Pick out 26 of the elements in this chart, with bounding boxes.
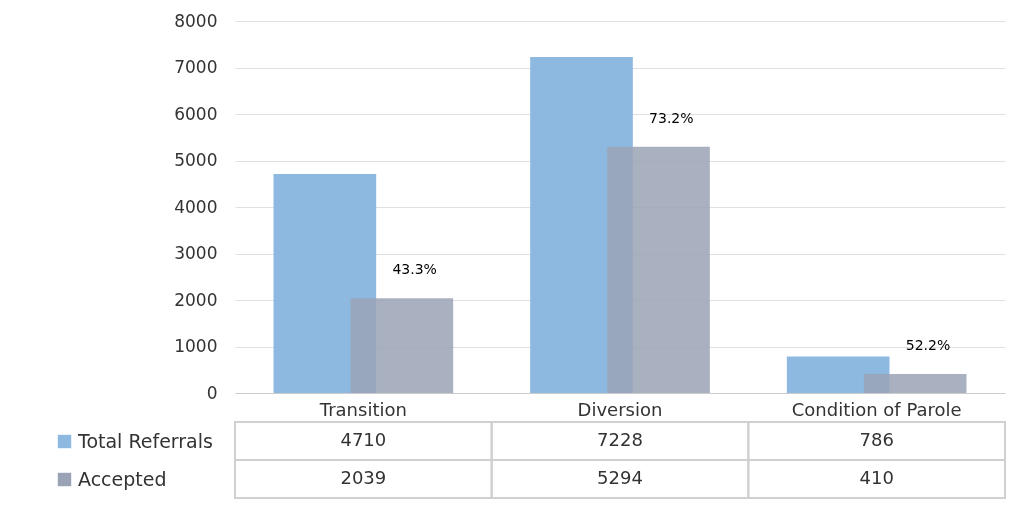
y-tick-label: 7000 — [174, 57, 218, 77]
bar — [350, 298, 454, 393]
annotation: 73.2% — [649, 109, 694, 126]
annotation: 52.2% — [905, 336, 951, 353]
y-tick-label: 1000 — [174, 336, 218, 356]
x-tick-label: Diversion — [577, 398, 663, 420]
legend-label: Total Referrals — [77, 429, 213, 452]
bar — [607, 146, 710, 393]
x-tick-label: Transition — [318, 398, 407, 420]
y-tick-label: 6000 — [174, 103, 218, 124]
data-label: 786 — [859, 429, 894, 450]
bar — [863, 373, 967, 393]
y-tick-label: 5000 — [174, 150, 218, 170]
y-tick-label: 8000 — [174, 10, 218, 31]
x-tick-label: Condition of Parole — [791, 398, 962, 420]
y-tick-label: 4000 — [174, 196, 218, 217]
legend-label: Accepted — [78, 467, 167, 490]
data-label: 7228 — [597, 429, 643, 450]
y-tick-label: 0 — [206, 382, 218, 403]
data-label: 4710 — [340, 429, 387, 450]
data-label: 2039 — [340, 467, 387, 488]
y-tick-label: 2000 — [174, 289, 218, 310]
annotation: 43.3% — [392, 261, 437, 278]
y-tick-label: 3000 — [174, 243, 218, 263]
data-label: 410 — [859, 467, 894, 488]
data-label: 5294 — [597, 467, 643, 488]
